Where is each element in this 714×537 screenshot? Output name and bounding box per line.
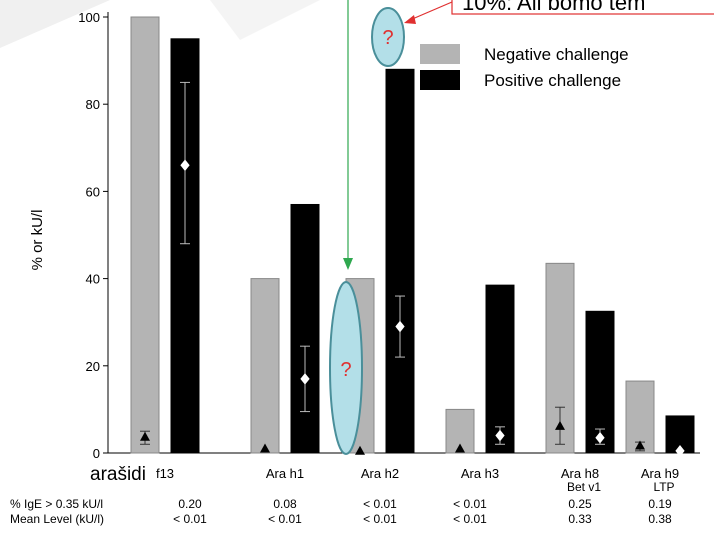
stats-value: < 0.01 [363,512,397,526]
category-label: Ara h1 [266,466,304,481]
category-label: Ara h3 [461,466,499,481]
y-axis-label: % or kU/l [29,210,46,271]
question-ellipse-top [371,7,405,67]
triangle-marker-negative [260,443,270,453]
question-mark-top: ? [382,27,393,49]
corner-decoration [0,0,110,48]
stats-value: 0.19 [648,497,672,511]
diamond-marker-positive [180,159,190,172]
stats-value: 0.33 [568,512,592,526]
triangle-marker-negative [455,443,465,453]
green-arrow-head [343,258,353,270]
triangle-marker-negative [355,445,365,455]
y-tick-label: 0 [93,446,100,461]
category-label: Ara h9 [641,466,679,481]
triangle-marker-negative [140,431,150,441]
corner-decoration [210,0,320,40]
bar-negative-f13 [130,16,160,454]
stats-value: < 0.01 [363,497,397,511]
category-label: f13 [156,466,174,481]
triangle-marker-negative [635,440,645,450]
callout-box [451,0,714,15]
diamond-marker-positive [395,320,405,333]
callout-arrow-line [409,1,453,21]
legend-label-negative: Negative challenge [484,45,629,64]
legend-swatch-positive [420,70,460,90]
question-mark-bottom: ? [340,359,351,381]
stats-value: 0.25 [568,497,592,511]
category-label: Ara h8 [561,466,599,481]
y-tick-label: 40 [86,272,100,287]
stats-value: 0.08 [273,497,297,511]
y-tick-label: 80 [86,97,100,112]
callout-arrow-head [404,15,416,24]
stats-value: < 0.01 [453,512,487,526]
question-ellipse-bottom [329,281,363,455]
y-tick-label: 60 [86,184,100,199]
axis-layer: 0 20 40 60 80 100 [78,10,700,461]
category-sublabel: Bet v1 [567,480,601,494]
stats-row-label: Mean Level (kU/l) [10,512,104,526]
legend-label-positive: Positive challenge [484,71,621,90]
legend-swatch-negative [420,44,460,64]
legend: Negative challenge Positive challenge [420,44,629,90]
bar-positive-ara-h2 [385,68,415,454]
y-tick-label: 100 [78,10,100,25]
diamond-marker-positive [595,431,605,444]
callout-text: 10%: Ali bomo tem [462,0,645,15]
bar-negative-ara-h1 [250,278,280,454]
stats-table: % IgE > 0.35 kU/l 0.20 0.08 < 0.01 < 0.01 0.2… [10,497,672,526]
stats-value: < 0.01 [453,497,487,511]
diamond-marker-positive [675,445,685,457]
category-sublabel: LTP [653,480,674,494]
y-tick-label: 20 [86,359,100,374]
stats-row-label: % IgE > 0.35 kU/l [10,497,103,511]
prefix-label: arašidi [90,464,146,485]
bar-positive-ara-h3 [485,284,515,454]
triangle-marker-negative [555,420,565,430]
stats-value: < 0.01 [173,512,207,526]
stats-value: 0.20 [178,497,202,511]
stats-value: < 0.01 [268,512,302,526]
bar-positive-ara-h1 [290,203,320,454]
diamond-marker-positive [300,373,310,385]
annotation-layer: 10%: Ali bomo tem?? [0,0,714,455]
markers-layer [140,81,685,457]
stats-value: 0.38 [648,512,672,526]
diamond-marker-positive [495,429,505,442]
category-label: Ara h2 [361,466,399,481]
